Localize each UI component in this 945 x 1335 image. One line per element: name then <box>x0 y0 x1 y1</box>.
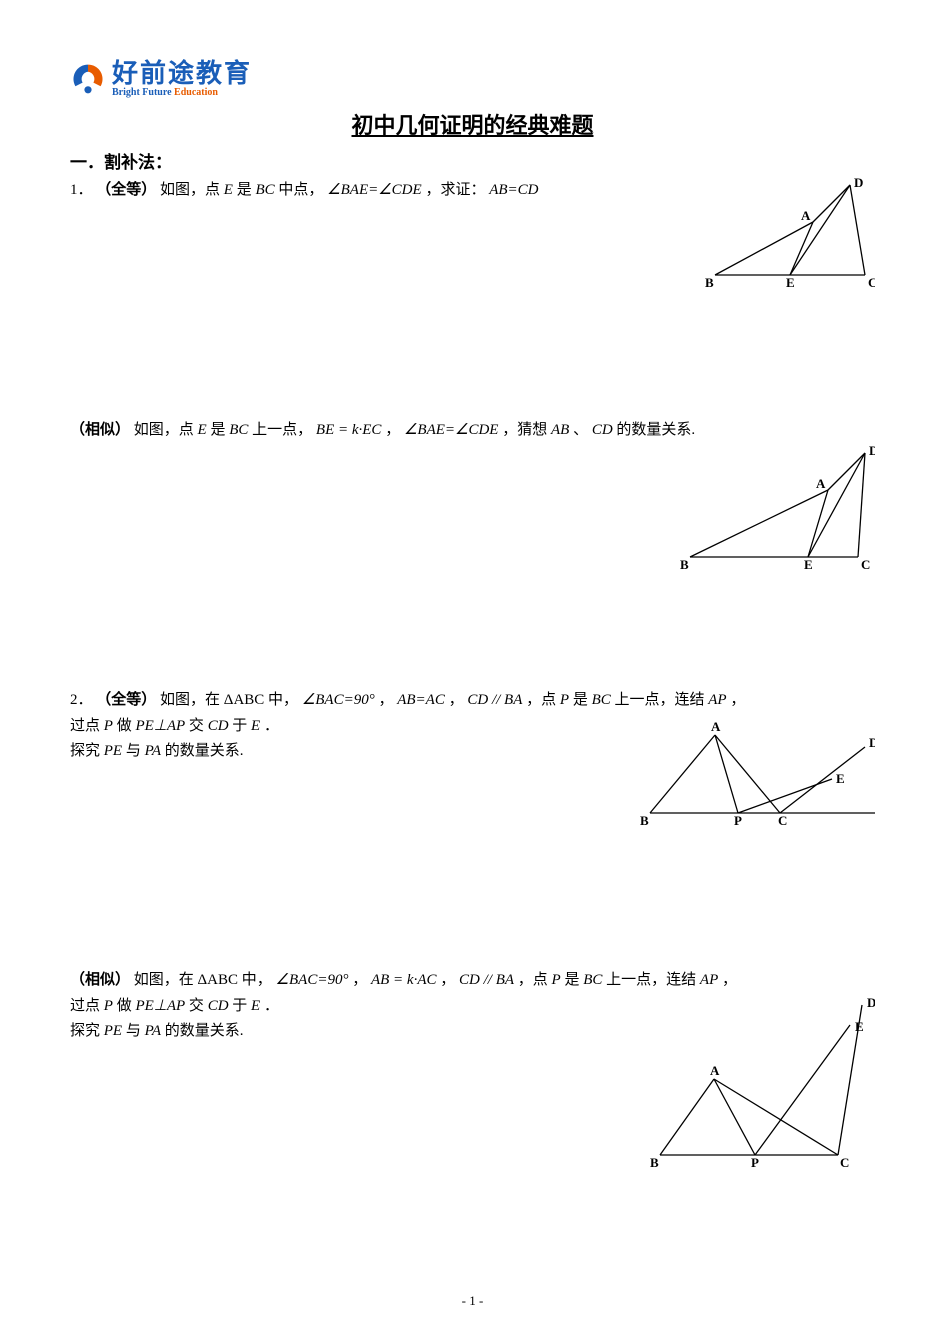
svg-text:A: A <box>711 719 721 734</box>
svg-text:D: D <box>867 997 875 1010</box>
figure-1: B E C A D <box>705 177 875 292</box>
svg-text:B: B <box>640 813 649 828</box>
svg-text:A: A <box>710 1063 720 1078</box>
svg-text:D: D <box>869 735 875 750</box>
svg-text:D: D <box>854 177 863 190</box>
svg-text:P: P <box>751 1155 759 1170</box>
svg-text:B: B <box>650 1155 659 1170</box>
svg-text:E: E <box>855 1019 864 1034</box>
problem-1: 1． （全等） 如图，点 E 是 BC 中点， ∠BAE=∠CDE ，求证： A… <box>70 177 875 317</box>
svg-text:C: C <box>868 275 875 290</box>
problem-1b: （相似） 如图，点 E 是 BC 上一点， BE = k·EC ， ∠BAE=∠… <box>70 417 875 587</box>
svg-text:A: A <box>801 208 811 223</box>
problem-1b-text: （相似） 如图，点 E 是 BC 上一点， BE = k·EC ， ∠BAE=∠… <box>70 417 850 444</box>
problem-tag: （相似） <box>70 971 130 988</box>
svg-text:A: A <box>816 476 826 491</box>
problem-2b: （相似） 如图，在 ΔABC 中， ∠BAC=90° ， AB = k·AC ，… <box>70 967 875 1167</box>
brand-logo: 好前途教育 Bright Future Education <box>70 60 875 98</box>
problem-2: 2． （全等） 如图，在 ΔABC 中， ∠BAC=90° ， AB=AC ， … <box>70 687 875 847</box>
logo-text: 好前途教育 Bright Future Education <box>112 60 252 98</box>
problem-tag: （全等） <box>96 181 156 198</box>
svg-text:P: P <box>734 813 742 828</box>
logo-en: Bright Future Education <box>112 88 252 98</box>
problem-num: 2． <box>70 692 93 708</box>
logo-cn: 好前途教育 <box>112 60 252 86</box>
problem-tag: （全等） <box>96 691 156 708</box>
svg-text:E: E <box>804 557 813 572</box>
svg-text:C: C <box>840 1155 849 1170</box>
spacer <box>70 857 875 967</box>
logo-icon <box>70 61 106 97</box>
figure-2: B P C A E D <box>640 715 875 830</box>
problem-tag: （相似） <box>70 421 130 438</box>
svg-text:E: E <box>836 771 845 786</box>
svg-text:D: D <box>869 445 875 458</box>
spacer <box>70 597 875 687</box>
page-title: 初中几何证明的经典难题 <box>70 108 875 140</box>
section-heading: 一．割补法： <box>70 148 875 173</box>
svg-text:B: B <box>705 275 714 290</box>
svg-text:C: C <box>861 557 870 572</box>
svg-text:C: C <box>778 813 787 828</box>
problem-1-text: 1． （全等） 如图，点 E 是 BC 中点， ∠BAE=∠CDE ，求证： A… <box>70 177 630 204</box>
problem-num: 1． <box>70 182 93 198</box>
page-number: - 1 - <box>0 1293 945 1309</box>
figure-2b: B P C A ED <box>650 997 875 1172</box>
svg-text:B: B <box>680 557 689 572</box>
spacer <box>70 327 875 417</box>
svg-text:E: E <box>786 275 795 290</box>
figure-1b: B E C A D <box>680 445 875 575</box>
